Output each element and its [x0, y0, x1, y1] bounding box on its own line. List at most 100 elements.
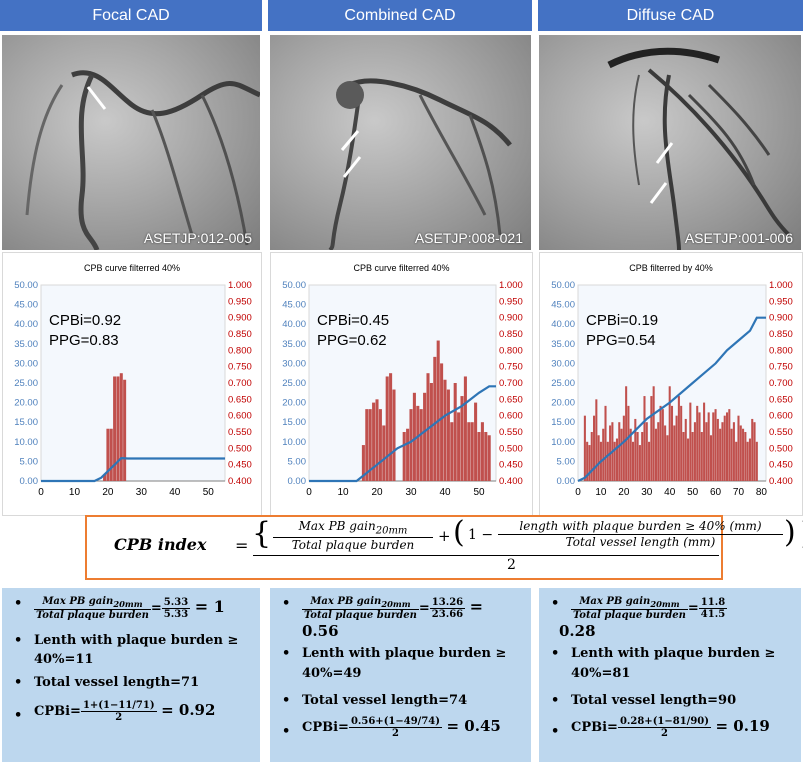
- y-right-tick-label: 0.850: [228, 329, 252, 340]
- y-right-tick-label: 0.600: [499, 411, 523, 422]
- cpb-bar: [588, 445, 591, 481]
- cpb-chart-svg: CPB curve filterred 40% 0.00 5.00 10.00 15.0…: [14, 263, 252, 498]
- cpb-bar: [429, 383, 433, 481]
- x-tick-label: 10: [337, 487, 349, 498]
- cpb-bar: [450, 422, 454, 481]
- cpb-bar: [593, 415, 596, 481]
- cpb-bar: [378, 409, 382, 481]
- y-left-tick-label: 20.00: [282, 398, 306, 409]
- cpb-bar: [700, 432, 703, 481]
- cpbi-label: CPBi=: [34, 704, 81, 719]
- cpb-bar: [636, 432, 639, 481]
- cpb-bar: [365, 409, 369, 481]
- result-fraction: 11.8 41.5: [698, 597, 728, 620]
- x-tick-label: 20: [618, 487, 630, 498]
- y-right-tick-label: 0.500: [228, 443, 252, 454]
- cpb-bar: [737, 415, 740, 481]
- x-tick-label: 50: [687, 487, 699, 498]
- gain-fraction: Max PB gain20mm Total plaque burden: [34, 596, 151, 621]
- cpb-bar: [680, 405, 683, 481]
- gain-result: = 1: [194, 597, 225, 616]
- y-right-tick-label: 1.000: [228, 280, 252, 291]
- x-tick-label: 50: [473, 487, 485, 498]
- result-fraction: 13.26 23.66: [429, 597, 466, 620]
- term2-pre: 1 −: [468, 527, 494, 543]
- cpb-bar: [751, 418, 754, 481]
- cpb-bar: [650, 396, 653, 481]
- cpb-curve-line: [41, 456, 225, 483]
- cpb-bar: [728, 409, 731, 481]
- cpb-bar: [705, 422, 708, 481]
- y-right-tick-label: 0.700: [228, 378, 252, 389]
- cpb-bar: [402, 432, 406, 481]
- chart-diffuse: CPB filterred by 40% 0.00 5.00 10.00 15.00 20…: [539, 252, 803, 516]
- y-left-tick-label: 0.00: [557, 476, 576, 487]
- y-right-tick-label: 0.750: [499, 362, 523, 373]
- cpbi-result: = 0.92: [161, 701, 216, 719]
- cpb-bar: [746, 441, 749, 481]
- x-tick-label: 80: [756, 487, 768, 498]
- y-right-tick-label: 0.750: [769, 362, 793, 373]
- x-tick-label: 30: [641, 487, 653, 498]
- y-right-tick-label: 0.550: [228, 427, 252, 438]
- cpb-bar: [714, 409, 717, 481]
- right-paren: ): [784, 515, 796, 550]
- lesion-arrow: [340, 130, 360, 151]
- cpb-bar: [590, 432, 593, 481]
- formula-plus: +: [438, 527, 451, 545]
- cpb-bar: [654, 428, 657, 481]
- cpb-bar: [460, 396, 464, 481]
- cpb-bar: [382, 425, 386, 481]
- y-left-tick-label: 10.00: [14, 437, 38, 448]
- cpb-bar: [604, 405, 607, 481]
- cpb-bar: [106, 428, 110, 481]
- cpbi-den: 2: [115, 712, 123, 723]
- cpb-bar: [586, 441, 589, 481]
- cpb-bar: [595, 399, 598, 481]
- left-paren: (: [453, 515, 465, 550]
- y-left-tick-label: 30.00: [282, 358, 306, 369]
- cpb-bar: [392, 389, 396, 481]
- y-left-tick-label: 5.00: [557, 456, 576, 467]
- cpb-bar: [661, 409, 664, 481]
- cpb-bar: [645, 422, 648, 481]
- term2-num: length with plaque burden ≥ 40% (mm): [498, 519, 783, 535]
- cpbi-annotation: CPBi=0.45: [317, 312, 389, 329]
- x-tick-label: 10: [595, 487, 607, 498]
- result-den: 23.66: [431, 609, 464, 620]
- cpb-bar: [597, 435, 600, 481]
- header-combined: Combined CAD: [268, 0, 532, 31]
- angiogram-diffuse: ASETJP:001-006: [539, 35, 801, 250]
- cpb-bar: [691, 432, 694, 481]
- eq-sign: =: [150, 601, 162, 616]
- cpb-bar: [113, 376, 117, 481]
- cpb-bar: [453, 383, 457, 481]
- cpb-bar: [477, 432, 481, 481]
- y-left-tick-label: 35.00: [282, 339, 306, 350]
- header-focal: Focal CAD: [0, 0, 262, 31]
- cpb-bar: [433, 356, 437, 481]
- result-num: 13.26: [429, 597, 466, 609]
- cpb-bar: [470, 422, 474, 481]
- cpb-bar: [487, 435, 491, 481]
- cpb-bar: [719, 428, 722, 481]
- cpb-bar: [682, 432, 685, 481]
- cpb-bar: [372, 402, 376, 481]
- plot-area: [40, 284, 226, 482]
- y-right-tick-label: 0.900: [499, 313, 523, 324]
- cpb-bar: [467, 422, 471, 481]
- cpb-curve-line: [577, 316, 766, 482]
- cpb-bar: [389, 373, 393, 481]
- y-right-tick-label: 0.500: [769, 443, 793, 454]
- y-left-tick-label: 20.00: [551, 398, 575, 409]
- cpbi-fraction: 1+(1−11/71) 2: [80, 700, 157, 723]
- length-label: Lenth with plaque burden ≥: [302, 646, 507, 661]
- gain-fraction: Max PB gain20mm Total plaque burden: [302, 596, 419, 621]
- cpb-bar: [463, 376, 467, 481]
- cpb-bar: [748, 438, 751, 481]
- x-tick-label: 10: [69, 487, 81, 498]
- y-right-tick-label: 0.400: [499, 476, 523, 487]
- cpb-bar: [368, 409, 372, 481]
- cpb-bar: [742, 428, 745, 481]
- term1-fraction: Max PB gain20mm Total plaque burden: [273, 519, 433, 552]
